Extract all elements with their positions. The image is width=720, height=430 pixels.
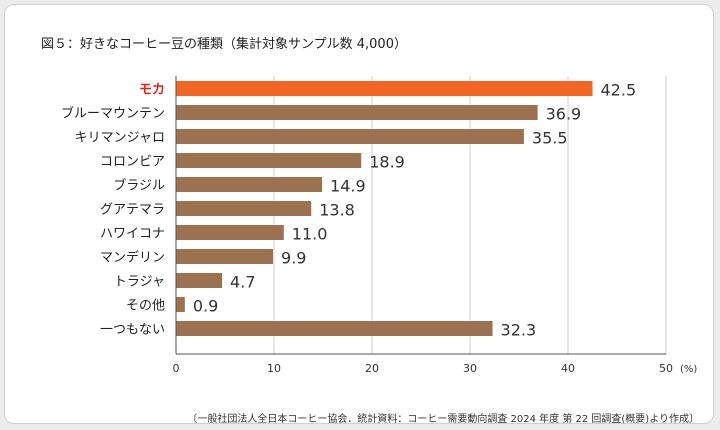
category-label: 一つもない bbox=[100, 323, 165, 338]
value-label: 14.9 bbox=[330, 177, 366, 196]
bar bbox=[176, 201, 312, 216]
value-label: 42.5 bbox=[601, 81, 637, 100]
bar bbox=[176, 249, 274, 264]
chart-title: 図５：好きなコーヒー豆の種類（集計対象サンプル数 4,000） bbox=[41, 37, 407, 52]
category-label: ブラジル bbox=[113, 178, 165, 194]
value-label: 13.8 bbox=[319, 201, 355, 220]
value-label: 4.7 bbox=[230, 273, 255, 292]
value-label: 32.3 bbox=[501, 321, 537, 340]
value-label: 36.9 bbox=[546, 105, 582, 124]
bar bbox=[176, 225, 284, 240]
x-tick-label: 20 bbox=[365, 362, 379, 375]
category-label: その他 bbox=[126, 299, 165, 314]
bar bbox=[176, 153, 362, 168]
category-label: モカ bbox=[139, 83, 165, 98]
category-label: マンデリン bbox=[100, 250, 165, 266]
category-label: コロンビア bbox=[100, 155, 165, 170]
bar bbox=[176, 177, 323, 192]
bar bbox=[176, 105, 538, 120]
x-tick-label: 50 bbox=[659, 362, 673, 375]
category-label: グアテマラ bbox=[100, 203, 165, 218]
category-label: ハワイコナ bbox=[100, 227, 165, 242]
x-unit-label: (%) bbox=[680, 364, 697, 375]
category-label: トラジャ bbox=[114, 275, 165, 290]
value-label: 9.9 bbox=[281, 249, 306, 268]
x-tick-label: 40 bbox=[561, 362, 575, 375]
x-tick-label: 0 bbox=[173, 362, 180, 375]
bar bbox=[176, 81, 593, 96]
bar bbox=[176, 297, 185, 312]
value-label: 35.5 bbox=[532, 129, 568, 148]
source-note: 〔一般社団法人全日本コーヒー協会．統計資料：コーヒー需要動向調査 2024 年度… bbox=[187, 414, 699, 425]
value-label: 18.9 bbox=[369, 153, 405, 172]
x-tick-label: 10 bbox=[267, 362, 281, 375]
bar bbox=[176, 321, 493, 336]
category-label: キリマンジャロ bbox=[75, 131, 165, 146]
value-label: 0.9 bbox=[193, 297, 218, 316]
bar bbox=[176, 129, 524, 144]
x-tick-label: 30 bbox=[463, 362, 477, 375]
bar bbox=[176, 273, 223, 288]
category-label: ブルーマウンテン bbox=[61, 106, 165, 122]
value-label: 11.0 bbox=[292, 225, 328, 244]
